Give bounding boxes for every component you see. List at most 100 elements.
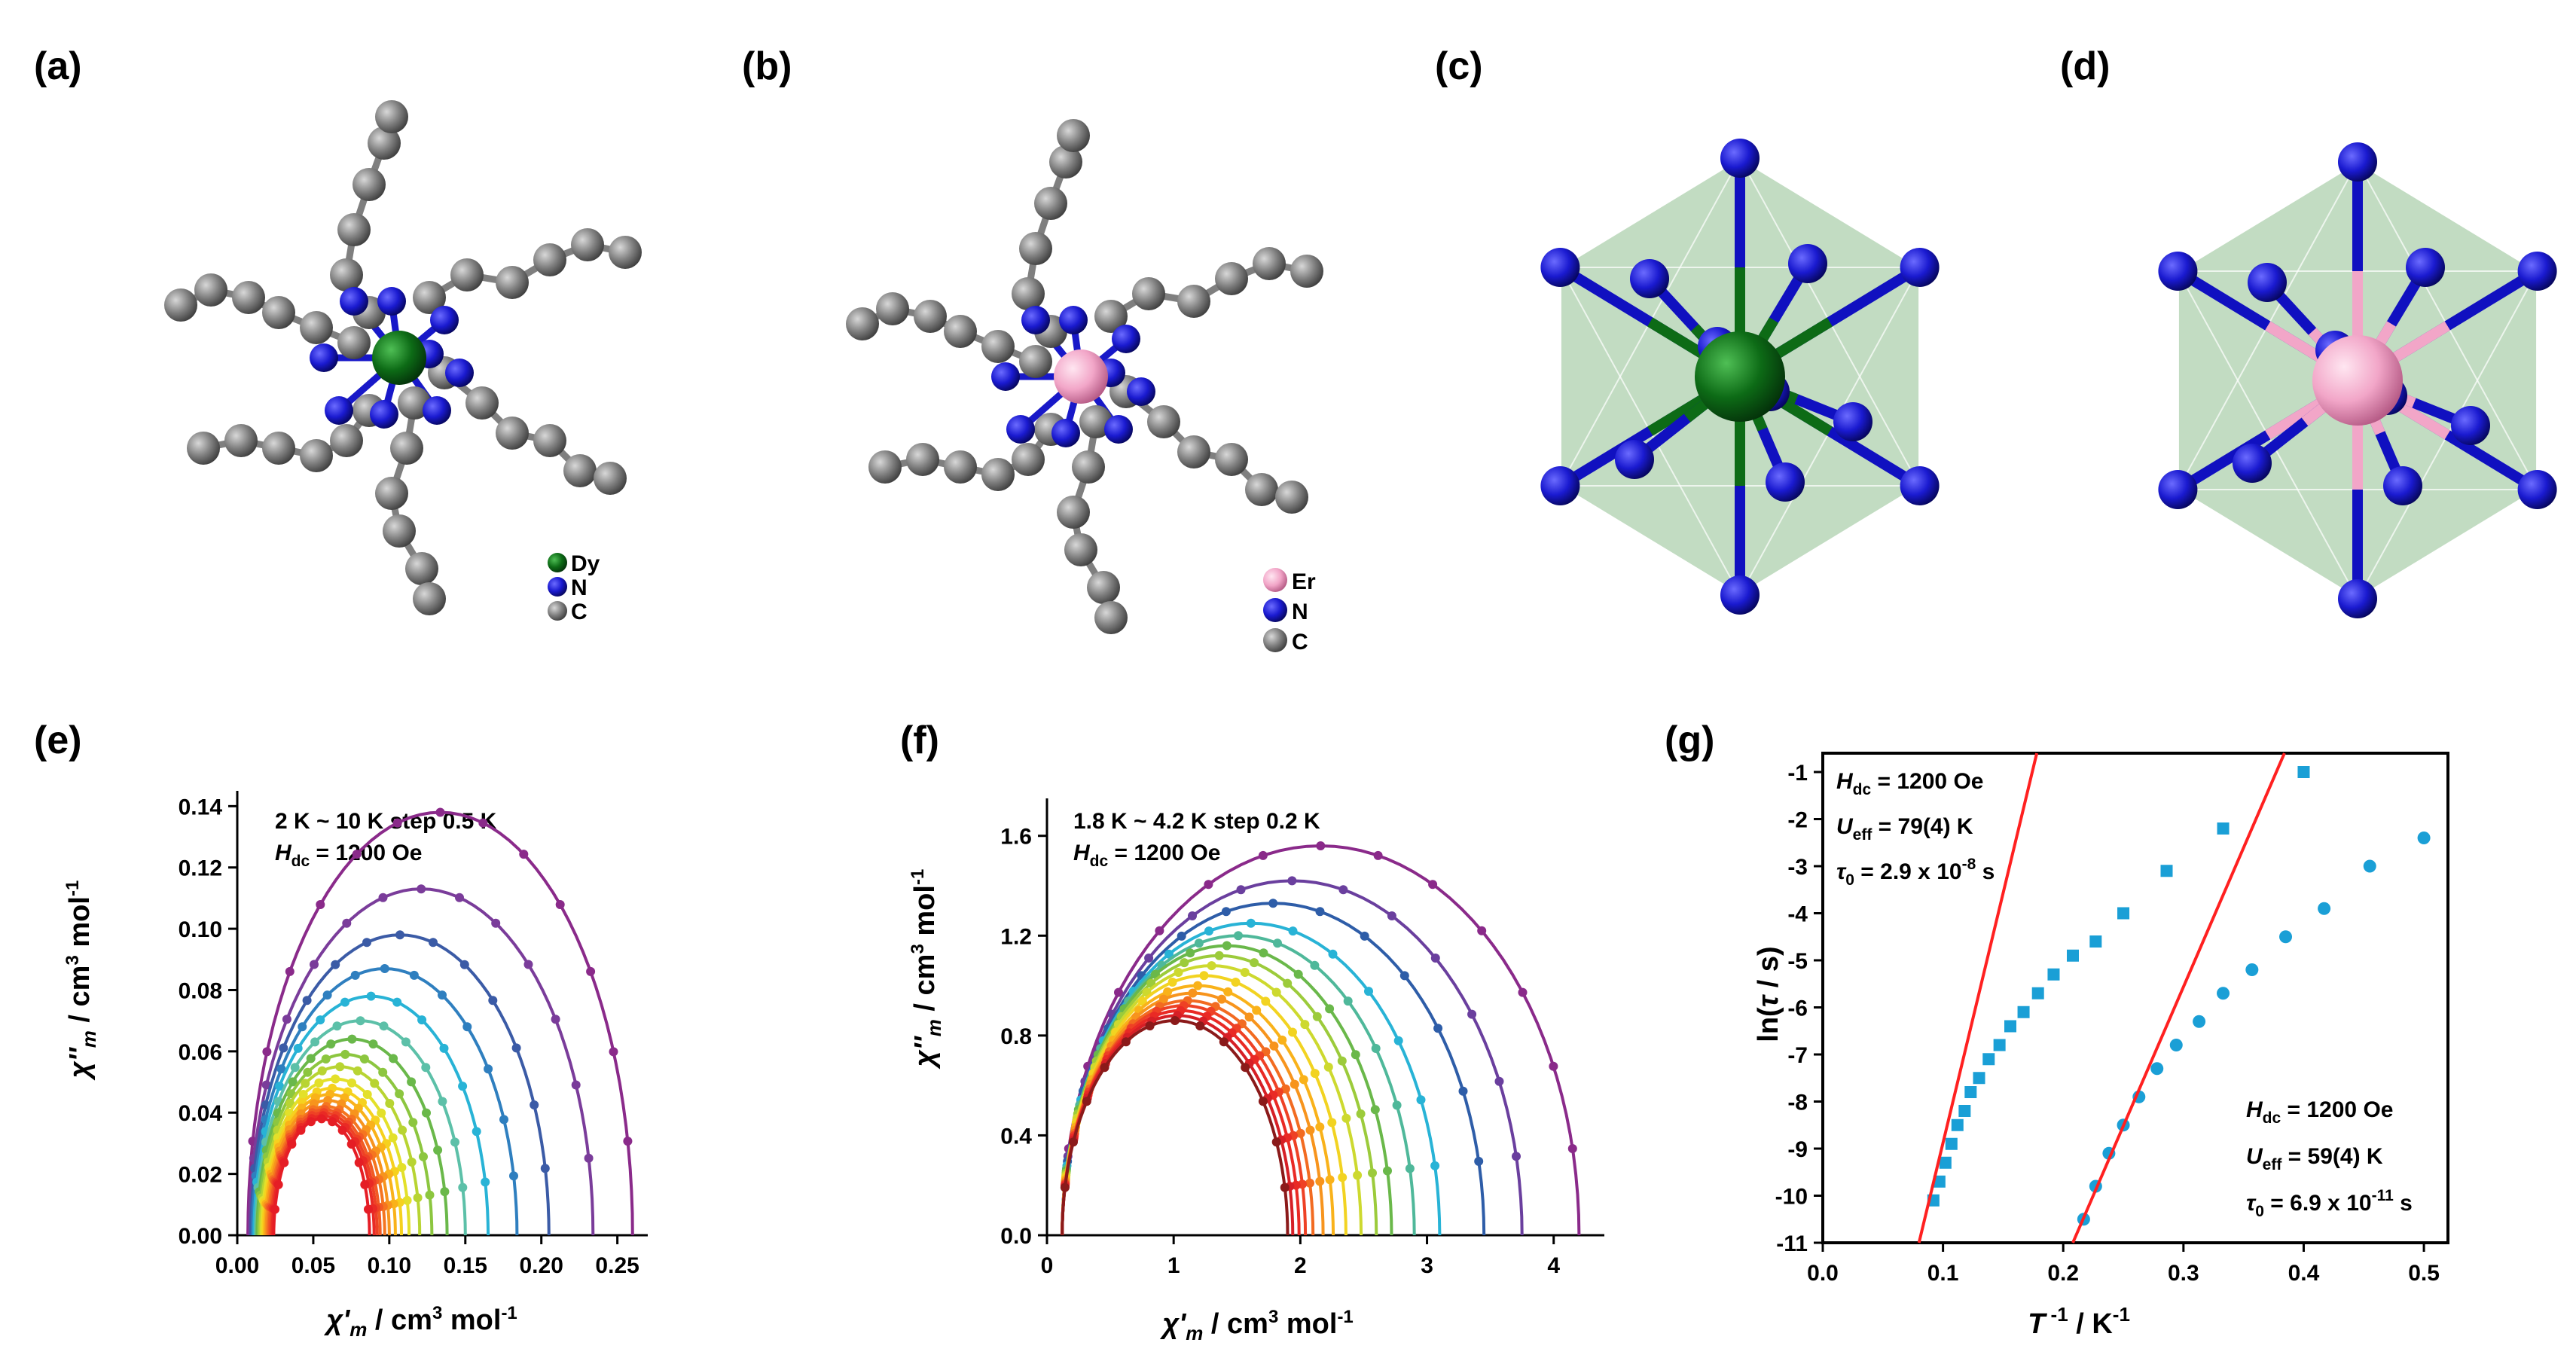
chart-e-series-1-point	[551, 1015, 560, 1024]
nitrogen-atom	[1006, 415, 1035, 444]
carbon-atom	[337, 326, 371, 359]
chart-f-x-tick-label: 0	[1041, 1253, 1054, 1278]
carbon-atom	[906, 443, 939, 476]
chart-f-series-1-point	[1236, 885, 1246, 895]
chart-e-series-2-point	[302, 996, 312, 1006]
chart-e-series-2-point	[488, 996, 498, 1006]
carbon-atom	[1072, 450, 1105, 484]
chart-g-squares-point	[2297, 766, 2310, 778]
chart-f-series-3-point	[1430, 1161, 1440, 1170]
chart-g-y-tick-label: -5	[1787, 949, 1808, 974]
chart-f-series-3-point	[1393, 1036, 1403, 1045]
chart-g-x-tick-label: 0.1	[1927, 1261, 1959, 1286]
nitrogen-atom	[310, 343, 338, 372]
chart-e-series-4-point	[275, 1082, 285, 1091]
carbon-atom	[262, 296, 295, 329]
chart-f-series-2-point	[1177, 931, 1186, 941]
carbon-atom	[413, 582, 446, 615]
legend-er-swatch	[1263, 568, 1287, 592]
chart-e-series-9-point	[298, 1090, 308, 1099]
chart-g-annotation-1-line-1: Hdc = 1200 Oe	[1836, 769, 1983, 798]
chart-f-series-0-point	[1428, 880, 1438, 890]
chart-e-series-7-point	[340, 1049, 350, 1059]
nitrogen-atom	[2338, 142, 2377, 182]
carbon-atom	[914, 300, 947, 333]
carbon-atom	[164, 288, 197, 322]
nitrogen-atom	[2383, 466, 2422, 505]
carbon-atom	[465, 386, 499, 420]
chart-g-x-tick-label: 0.5	[2408, 1261, 2440, 1286]
chart-g-y-tick-label: -7	[1787, 1043, 1808, 1068]
chart-e-series-5-point	[356, 1016, 365, 1026]
chart-f-series-2-point	[1474, 1156, 1484, 1166]
chart-g-y-tick-label: -9	[1787, 1137, 1808, 1162]
chart-e-series-3-point	[322, 990, 332, 1000]
nitrogen-atom	[1059, 306, 1088, 334]
chart-f-series-6-point	[1214, 951, 1224, 960]
chart-e-series-6-point	[422, 1108, 431, 1118]
carbon-atom	[1147, 405, 1180, 438]
legend-n-swatch	[1263, 598, 1287, 622]
chart-arrhenius: Hdc = 1200 Oe Ueff = 79(4) K τ0 = 2.9 x …	[1753, 752, 2449, 1340]
chart-e-series-17-point	[337, 1125, 347, 1135]
chart-e-series-7-point	[359, 1054, 369, 1064]
chart-e-series-3-point	[409, 970, 419, 980]
carbon-atom	[330, 258, 363, 291]
chart-e-series-9-point	[362, 1090, 372, 1099]
chart-e-series-1-point	[282, 1015, 291, 1024]
chart-e-series-8-point	[385, 1099, 395, 1108]
chart-e-series-4-point	[366, 991, 376, 1001]
chart-e-series-0-point	[609, 1047, 618, 1057]
chart-e-series-8-point	[353, 1066, 362, 1076]
chart-cole-cole-er: 1.8 K ~ 4.2 K step 0.2 K Hdc = 1200 Oe χ…	[908, 798, 1604, 1344]
nitrogen-atom	[1112, 325, 1140, 353]
chart-g-squares-point	[1933, 1175, 1946, 1188]
chart-g-y-tick-label: -8	[1787, 1091, 1808, 1115]
chart-f-series-0-point	[1518, 987, 1528, 997]
chart-f-series-3-point	[1416, 1095, 1426, 1105]
chart-f-series-3-point	[1328, 949, 1338, 959]
nitrogen-atom	[2158, 252, 2198, 291]
chart-g-fit-2-line	[2071, 752, 2286, 1244]
chart-f-series-15-point	[1121, 1037, 1131, 1047]
chart-f-series-3-point	[1246, 918, 1256, 928]
metal-atom	[1695, 331, 1785, 422]
nitrogen-atom	[1630, 259, 1669, 298]
chart-e-x-tick-label: 0.00	[215, 1253, 259, 1278]
chart-e-series-6-point	[433, 1146, 443, 1155]
carbon-atom	[262, 432, 295, 465]
chart-e-series-8-point	[317, 1066, 327, 1076]
carbon-atom	[1079, 405, 1113, 438]
chart-g-squares-point	[2117, 907, 2130, 920]
chart-f-series-8-point	[1327, 1118, 1337, 1128]
chart-f-series-15-point	[1258, 1097, 1268, 1106]
chart-f-annotation-1: 1.8 K ~ 4.2 K step 0.2 K	[1073, 809, 1320, 834]
chart-cole-cole-dy: 2 K ~ 10 K step 0.5 K Hdc = 1200 Oe χ'm …	[63, 791, 648, 1341]
chart-f-series-6-point	[1180, 958, 1189, 968]
chart-e-series-6-point	[440, 1187, 450, 1197]
chart-e-series-1-point	[310, 960, 319, 969]
chart-f-series-8-point	[1167, 978, 1177, 987]
carbon-atom	[368, 127, 401, 160]
chart-f-series-0-point	[1549, 1061, 1558, 1071]
carbon-atom	[594, 462, 627, 495]
chart-e-series-1-point	[342, 918, 352, 928]
chart-e-series-3-point	[484, 1064, 493, 1074]
chart-f-y-tick-label: 0.4	[1000, 1124, 1032, 1149]
chart-e-series-2-point	[540, 1164, 550, 1173]
chart-f-annotation-2: Hdc = 1200 Oe	[1073, 841, 1220, 870]
legend-er-label: Er	[1292, 569, 1316, 594]
chart-f-series-9-point	[1252, 1006, 1262, 1015]
chart-f-series-7-point	[1271, 987, 1281, 997]
chart-f-series-4-point	[1392, 1100, 1402, 1110]
carbon-atom	[533, 243, 566, 276]
chart-f-series-10-point	[1315, 1176, 1325, 1186]
carbon-atom	[846, 307, 879, 340]
chart-f-series-10-point	[1217, 994, 1226, 1004]
chart-f-series-6-point	[1250, 958, 1259, 968]
chart-e-series-7-point	[303, 1067, 313, 1077]
chart-g-squares-point	[1958, 1105, 1971, 1117]
chart-e-series-0-point	[586, 966, 596, 976]
chart-e-series-5-point	[450, 1137, 459, 1147]
chart-f-series-15-point	[1241, 1063, 1250, 1073]
